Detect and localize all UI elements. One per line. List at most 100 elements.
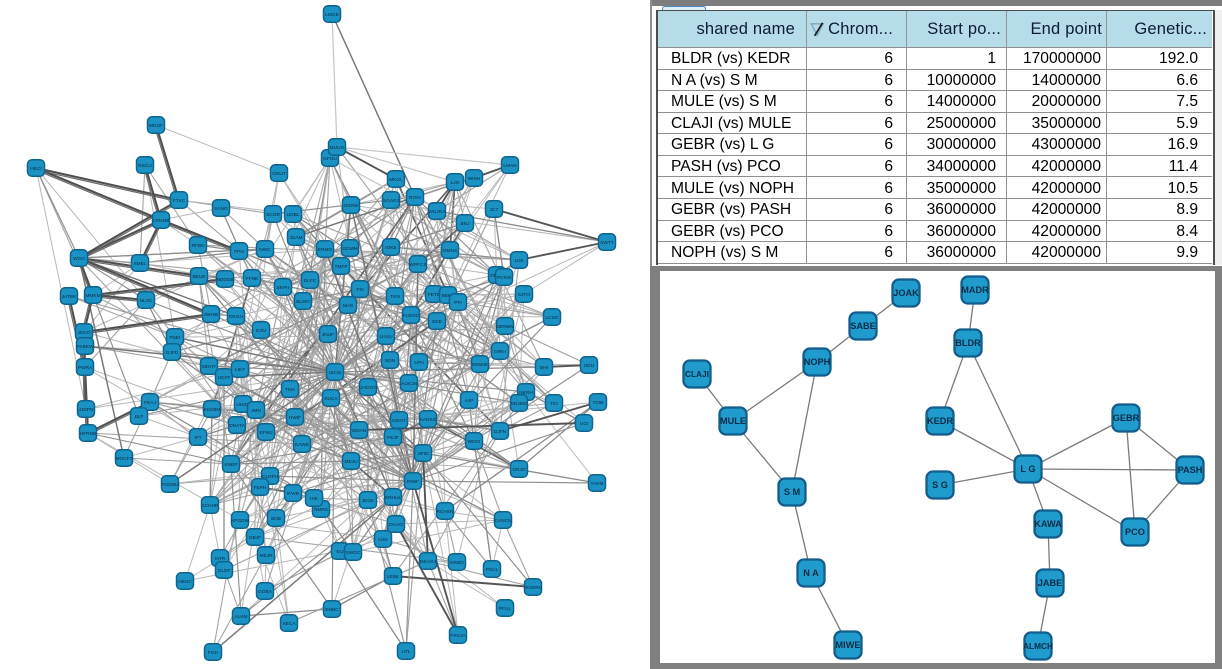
svg-text:GBJF: GBJF bbox=[249, 535, 261, 541]
svg-text:RCHSN: RCHSN bbox=[436, 509, 454, 515]
svg-text:CPKMB: CPKMB bbox=[152, 218, 169, 224]
svg-text:WINH: WINH bbox=[468, 176, 481, 182]
svg-text:LMAD: LMAD bbox=[503, 163, 517, 169]
svg-text:LJG: LJG bbox=[451, 180, 460, 186]
svg-text:MSWIK: MSWIK bbox=[472, 362, 489, 368]
svg-text:UCI: UCI bbox=[580, 421, 588, 427]
svg-text:BNB: BNB bbox=[271, 516, 281, 522]
svg-text:MULE: MULE bbox=[720, 416, 746, 426]
svg-text:HECI: HECI bbox=[30, 166, 41, 172]
svg-text:MGUF: MGUF bbox=[149, 123, 163, 129]
svg-text:MIWE: MIWE bbox=[835, 640, 860, 650]
svg-text:IFWR: IFWR bbox=[287, 491, 300, 497]
svg-text:GRJO: GRJO bbox=[512, 467, 526, 473]
svg-text:RSCU: RSCU bbox=[138, 163, 152, 169]
svg-text:EFWJ: EFWJ bbox=[259, 430, 273, 436]
svg-text:PSEI: PSEI bbox=[170, 335, 181, 341]
svg-text:KKKBM: KKKBM bbox=[204, 407, 221, 413]
svg-text:LIGI: LIGI bbox=[514, 258, 523, 264]
svg-text:PFUL: PFUL bbox=[499, 606, 512, 612]
svg-text:UHSE: UHSE bbox=[236, 402, 249, 408]
svg-text:UTL: UTL bbox=[401, 649, 410, 655]
svg-text:PSUL: PSUL bbox=[486, 567, 499, 573]
svg-text:NDDDE: NDDDE bbox=[216, 277, 233, 283]
svg-text:FETB: FETB bbox=[428, 292, 440, 298]
svg-text:HWIF: HWIF bbox=[289, 415, 301, 421]
svg-text:RFBD: RFBD bbox=[191, 243, 205, 249]
svg-text:PGDNU: PGDNU bbox=[161, 482, 179, 488]
svg-text:SCHHR: SCHHR bbox=[201, 503, 219, 509]
svg-text:AADKG: AADKG bbox=[420, 417, 437, 423]
svg-text:CANCN: CANCN bbox=[494, 518, 512, 524]
svg-text:TIO: TIO bbox=[550, 401, 558, 407]
svg-text:JOCO: JOCO bbox=[77, 330, 91, 336]
svg-text:GFOU: GFOU bbox=[323, 156, 337, 162]
svg-text:JOAK: JOAK bbox=[893, 288, 919, 298]
svg-text:CLRFH: CLRFH bbox=[262, 474, 279, 480]
svg-text:DCAG: DCAG bbox=[389, 522, 403, 528]
svg-text:JMN: JMN bbox=[251, 408, 261, 414]
svg-text:AJP: AJP bbox=[465, 398, 474, 404]
svg-text:WUJGA: WUJGA bbox=[428, 209, 446, 215]
svg-text:JJDPN: JJDPN bbox=[79, 407, 94, 413]
svg-text:S M: S M bbox=[784, 487, 801, 497]
svg-text:GJFD: GJFD bbox=[166, 350, 179, 356]
svg-text:IOKE: IOKE bbox=[385, 245, 396, 251]
svg-text:FGH: FGH bbox=[208, 650, 219, 656]
svg-text:KAWA: KAWA bbox=[1034, 519, 1062, 529]
svg-text:CBRWM: CBRWM bbox=[496, 324, 515, 330]
svg-text:S G: S G bbox=[932, 480, 948, 490]
svg-text:MDHT: MDHT bbox=[202, 364, 216, 370]
svg-text:GEBR: GEBR bbox=[1113, 413, 1140, 423]
svg-text:NGNT: NGNT bbox=[392, 418, 406, 424]
svg-text:TMA: TMA bbox=[285, 387, 296, 393]
svg-text:JEGK: JEGK bbox=[362, 498, 375, 504]
svg-text:DLFC: DLFC bbox=[304, 278, 317, 284]
svg-text:NLSC: NLSC bbox=[140, 298, 153, 304]
svg-text:ERHUL: ERHUL bbox=[385, 495, 402, 501]
svg-text:IATR: IATR bbox=[215, 556, 226, 562]
svg-text:EIJ: EIJ bbox=[337, 549, 345, 555]
svg-text:IFT: IFT bbox=[194, 435, 201, 441]
svg-text:DKAGJ: DKAGJ bbox=[420, 559, 437, 565]
svg-text:CLAJI: CLAJI bbox=[685, 369, 709, 379]
svg-text:UICW: UICW bbox=[329, 370, 342, 376]
svg-text:MADR: MADR bbox=[961, 285, 989, 295]
svg-text:SANG: SANG bbox=[214, 206, 228, 212]
svg-text:JCT: JCT bbox=[490, 207, 499, 213]
svg-text:LEBK: LEBK bbox=[387, 574, 400, 580]
svg-text:LMGE: LMGE bbox=[325, 12, 339, 18]
svg-text:FTKC: FTKC bbox=[173, 198, 186, 204]
svg-text:DKGH: DKGH bbox=[229, 314, 243, 320]
svg-text:EAWB: EAWB bbox=[295, 442, 309, 448]
svg-text:HEUC: HEUC bbox=[178, 579, 192, 585]
svg-text:SECA: SECA bbox=[282, 621, 296, 627]
svg-text:JUAM: JUAM bbox=[289, 235, 302, 241]
svg-text:TKN: TKN bbox=[390, 294, 400, 300]
svg-text:WDAN: WDAN bbox=[352, 428, 367, 434]
svg-text:BLDR: BLDR bbox=[955, 338, 981, 348]
svg-text:MEJU: MEJU bbox=[344, 459, 358, 465]
svg-text:GDMM: GDMM bbox=[342, 246, 357, 252]
svg-text:PCKW: PCKW bbox=[497, 275, 512, 281]
svg-text:N A: N A bbox=[803, 568, 819, 578]
svg-text:AUICM: AUICM bbox=[401, 381, 416, 387]
svg-text:SJFO: SJFO bbox=[518, 292, 531, 298]
svg-text:GLDF: GLDF bbox=[218, 568, 231, 574]
svg-text:UCFF: UCFF bbox=[218, 375, 231, 381]
svg-text:HJG: HJG bbox=[378, 537, 388, 543]
svg-text:BEUE: BEUE bbox=[192, 274, 205, 280]
svg-text:FRSJA: FRSJA bbox=[450, 633, 466, 639]
svg-text:LCSG: LCSG bbox=[545, 315, 558, 321]
svg-text:GOBA: GOBA bbox=[258, 589, 273, 595]
svg-text:ERMG: ERMG bbox=[318, 247, 333, 253]
svg-text:ROGI: ROGI bbox=[409, 195, 421, 201]
svg-text:UOBL: UOBL bbox=[286, 212, 299, 218]
svg-text:PASH: PASH bbox=[1178, 465, 1203, 475]
svg-text:MEJR: MEJR bbox=[259, 553, 273, 559]
svg-text:FEJF: FEJF bbox=[387, 435, 399, 441]
svg-text:SCOR: SCOR bbox=[266, 212, 280, 218]
svg-text:LPN: LPN bbox=[414, 360, 424, 366]
svg-text:DJFN: DJFN bbox=[494, 429, 507, 435]
svg-text:KEDR: KEDR bbox=[927, 416, 953, 426]
